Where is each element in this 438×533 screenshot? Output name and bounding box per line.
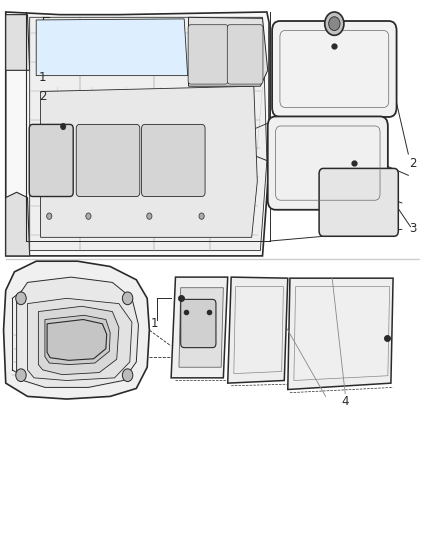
Circle shape	[199, 213, 204, 219]
FancyBboxPatch shape	[227, 25, 263, 84]
Text: 5: 5	[302, 20, 310, 34]
Polygon shape	[47, 319, 107, 360]
FancyBboxPatch shape	[188, 25, 228, 84]
FancyBboxPatch shape	[181, 300, 216, 348]
FancyBboxPatch shape	[319, 168, 398, 236]
Polygon shape	[39, 306, 119, 375]
Circle shape	[86, 213, 91, 219]
FancyBboxPatch shape	[268, 116, 388, 210]
Text: 1: 1	[39, 71, 46, 84]
Circle shape	[60, 123, 66, 130]
Polygon shape	[171, 277, 228, 378]
Polygon shape	[36, 19, 187, 76]
Circle shape	[147, 213, 152, 219]
Polygon shape	[228, 277, 288, 383]
Polygon shape	[28, 298, 132, 381]
Polygon shape	[6, 192, 30, 256]
Text: 2: 2	[39, 90, 46, 103]
Circle shape	[16, 369, 26, 382]
Polygon shape	[188, 17, 268, 86]
Text: 1: 1	[151, 317, 159, 330]
Text: 4: 4	[342, 395, 349, 408]
Text: 3: 3	[409, 222, 417, 235]
Polygon shape	[41, 86, 257, 237]
FancyBboxPatch shape	[76, 124, 140, 197]
Polygon shape	[179, 288, 223, 367]
Circle shape	[328, 17, 340, 30]
Polygon shape	[6, 14, 30, 70]
Polygon shape	[6, 12, 269, 256]
Polygon shape	[45, 316, 110, 365]
Polygon shape	[17, 277, 138, 387]
Polygon shape	[4, 261, 149, 399]
Text: 2: 2	[409, 157, 417, 169]
FancyBboxPatch shape	[141, 124, 205, 197]
Circle shape	[122, 292, 133, 305]
Circle shape	[16, 292, 26, 305]
Circle shape	[325, 12, 344, 35]
Circle shape	[122, 369, 133, 382]
Polygon shape	[30, 17, 267, 251]
Circle shape	[47, 213, 52, 219]
FancyBboxPatch shape	[272, 21, 396, 117]
Polygon shape	[288, 278, 393, 390]
FancyBboxPatch shape	[29, 124, 73, 197]
